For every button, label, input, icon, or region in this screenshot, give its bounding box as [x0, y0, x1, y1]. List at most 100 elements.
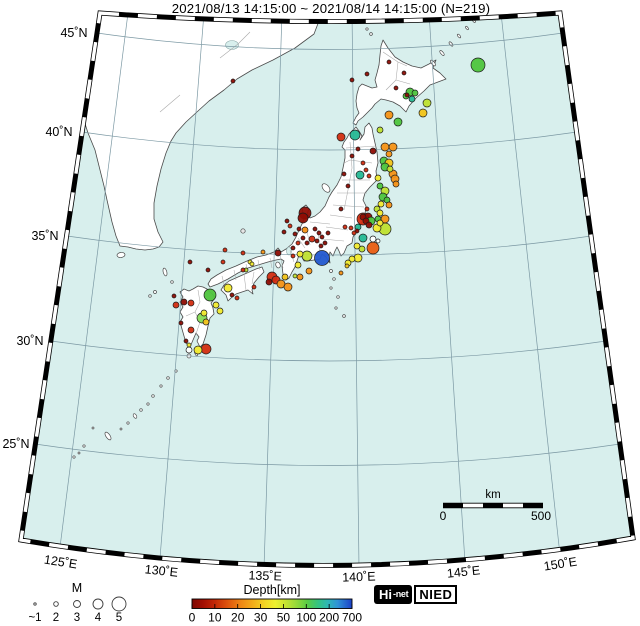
quake-marker[interactable]: [193, 345, 203, 355]
quake-marker[interactable]: [292, 273, 298, 279]
quake-marker[interactable]: [470, 57, 486, 73]
quake-marker[interactable]: [292, 231, 298, 237]
quake-marker[interactable]: [249, 261, 255, 267]
quake-marker[interactable]: [348, 255, 356, 263]
quake-marker[interactable]: [422, 98, 432, 108]
quake-marker[interactable]: [325, 230, 331, 236]
quake-marker[interactable]: [375, 238, 381, 244]
quake-marker[interactable]: [376, 209, 384, 217]
quake-marker[interactable]: [369, 235, 377, 243]
quake-marker[interactable]: [234, 295, 240, 301]
quake-marker[interactable]: [353, 253, 363, 263]
quake-marker[interactable]: [283, 282, 293, 292]
quake-marker[interactable]: [284, 218, 290, 224]
quake-marker[interactable]: [393, 117, 403, 127]
quake-marker[interactable]: [251, 284, 257, 290]
quake-marker[interactable]: [351, 230, 357, 236]
quake-marker[interactable]: [336, 132, 346, 142]
quake-marker[interactable]: [349, 77, 355, 83]
quake-marker[interactable]: [418, 108, 428, 118]
quake-marker[interactable]: [296, 250, 304, 258]
quake-marker[interactable]: [180, 298, 188, 306]
quake-marker[interactable]: [296, 273, 304, 281]
quake-marker[interactable]: [386, 59, 392, 65]
quake-marker[interactable]: [240, 250, 246, 256]
quake-marker[interactable]: [338, 270, 344, 276]
hinet-nied-logo[interactable]: Hi -net NIED: [374, 585, 458, 604]
quake-marker[interactable]: [290, 245, 296, 251]
quake-marker[interactable]: [376, 219, 384, 227]
quake-marker[interactable]: [281, 273, 289, 281]
quake-marker[interactable]: [358, 245, 366, 253]
quake-marker[interactable]: [376, 182, 384, 190]
quake-marker[interactable]: [380, 142, 390, 152]
quake-marker[interactable]: [281, 229, 287, 235]
quake-marker[interactable]: [212, 301, 220, 309]
quake-marker[interactable]: [265, 278, 273, 286]
quake-marker[interactable]: [342, 224, 348, 230]
quake-marker[interactable]: [202, 318, 210, 326]
quake-marker[interactable]: [229, 292, 235, 298]
quake-marker[interactable]: [393, 85, 399, 91]
quake-marker[interactable]: [364, 206, 370, 212]
quake-marker[interactable]: [341, 171, 347, 177]
quake-marker[interactable]: [200, 343, 212, 355]
quake-marker[interactable]: [223, 283, 233, 293]
quake-marker[interactable]: [386, 165, 394, 173]
quake-marker[interactable]: [377, 200, 385, 208]
quake-marker[interactable]: [316, 230, 322, 236]
quake-marker[interactable]: [274, 249, 282, 257]
quake-marker[interactable]: [348, 225, 354, 231]
quake-marker[interactable]: [296, 226, 302, 232]
quake-marker[interactable]: [308, 235, 316, 243]
quake-marker[interactable]: [294, 261, 302, 269]
quake-marker[interactable]: [385, 150, 393, 158]
quake-marker[interactable]: [187, 326, 195, 334]
quake-marker[interactable]: [411, 89, 419, 97]
quake-marker[interactable]: [230, 78, 236, 84]
quake-marker[interactable]: [392, 180, 400, 188]
quake-marker[interactable]: [304, 240, 310, 246]
quake-marker[interactable]: [305, 267, 313, 275]
quake-marker[interactable]: [185, 346, 193, 354]
quake-marker[interactable]: [205, 267, 211, 273]
quake-marker[interactable]: [171, 293, 177, 299]
quake-marker[interactable]: [338, 206, 344, 212]
quake-marker[interactable]: [355, 170, 365, 180]
quake-marker[interactable]: [408, 95, 416, 103]
quake-marker[interactable]: [200, 309, 208, 317]
quake-marker[interactable]: [355, 146, 361, 152]
quake-marker[interactable]: [216, 307, 224, 315]
quake-marker[interactable]: [301, 250, 313, 262]
quake-marker[interactable]: [404, 92, 410, 98]
quake-marker[interactable]: [312, 226, 318, 232]
quake-marker[interactable]: [178, 320, 184, 326]
quake-marker[interactable]: [360, 160, 366, 166]
hinet-logo[interactable]: Hi -net: [374, 585, 413, 604]
quake-marker[interactable]: [401, 70, 407, 76]
quake-marker[interactable]: [376, 126, 384, 134]
quake-marker[interactable]: [220, 259, 226, 265]
quake-marker[interactable]: [366, 241, 380, 255]
quake-marker[interactable]: [349, 153, 355, 159]
quake-marker[interactable]: [297, 212, 309, 224]
quake-marker[interactable]: [187, 259, 193, 265]
quake-marker[interactable]: [319, 234, 325, 240]
quake-marker[interactable]: [384, 110, 394, 120]
quake-marker[interactable]: [344, 263, 350, 269]
quake-marker[interactable]: [186, 342, 192, 348]
quake-marker[interactable]: [203, 288, 217, 302]
quake-marker[interactable]: [183, 338, 189, 344]
nied-logo[interactable]: NIED: [414, 585, 458, 604]
quake-marker[interactable]: [366, 173, 372, 179]
quake-marker[interactable]: [365, 221, 373, 229]
quake-marker[interactable]: [353, 242, 361, 250]
quake-marker[interactable]: [349, 129, 361, 141]
quake-marker[interactable]: [322, 240, 328, 246]
quake-marker[interactable]: [187, 299, 195, 307]
quake-marker[interactable]: [374, 174, 382, 182]
quake-marker[interactable]: [240, 267, 246, 273]
quake-marker[interactable]: [295, 240, 301, 246]
quake-marker[interactable]: [314, 250, 330, 266]
